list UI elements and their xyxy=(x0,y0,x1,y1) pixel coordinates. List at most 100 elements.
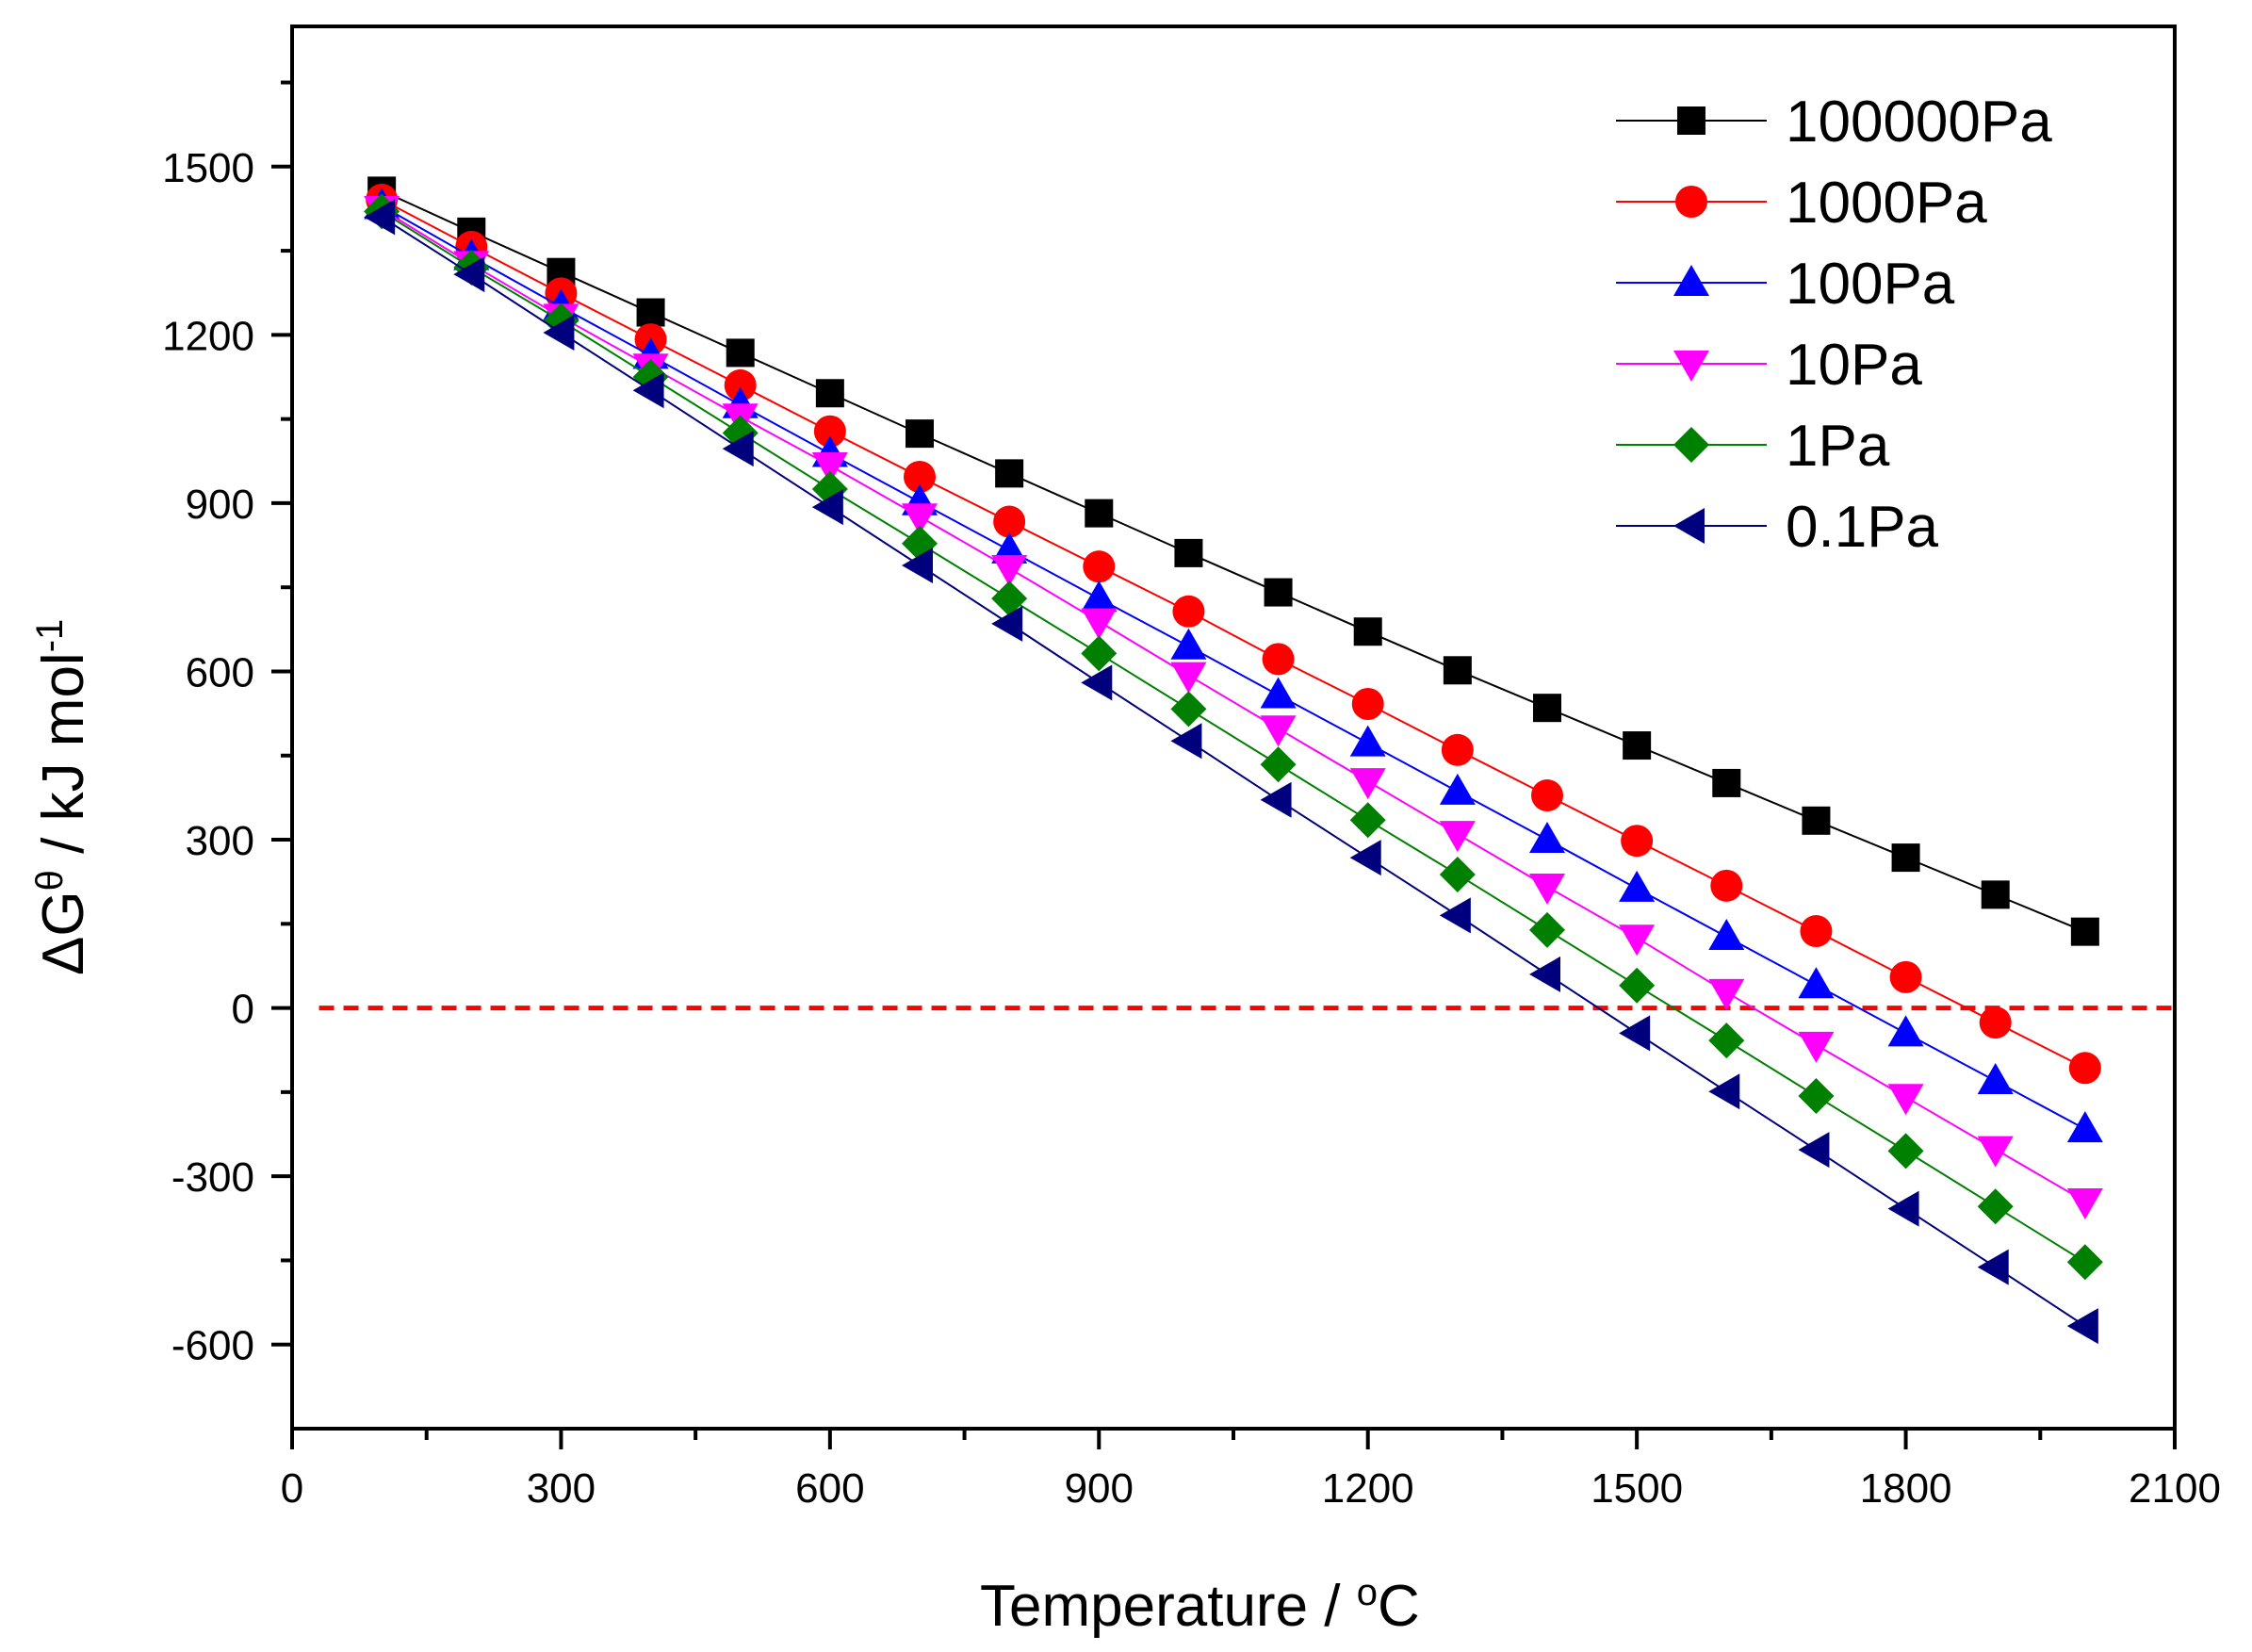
data-point xyxy=(1264,578,1293,607)
data-point xyxy=(1887,1133,1924,1169)
data-point xyxy=(1349,768,1386,800)
data-point xyxy=(1977,1249,2009,1285)
data-point xyxy=(991,581,1028,617)
series-line xyxy=(381,199,2086,1070)
data-point xyxy=(1623,731,1652,761)
data-point xyxy=(811,489,843,526)
data-point xyxy=(724,368,757,401)
data-point xyxy=(1889,960,1922,993)
data-point xyxy=(995,459,1024,488)
data-point xyxy=(1712,768,1741,797)
data-point xyxy=(1081,581,1118,613)
data-point xyxy=(1170,662,1207,694)
data-point xyxy=(1533,694,1561,723)
data-point xyxy=(1977,1188,2014,1225)
data-point xyxy=(993,505,1026,538)
data-point xyxy=(815,379,844,408)
ticks-layer: 0 300 600 900 1200 1500 1800 2100 -600 -300 0 300 60… xyxy=(162,80,2221,1512)
legend-label: 0.1Pa xyxy=(1786,495,1939,560)
data-point xyxy=(811,452,848,484)
data-point xyxy=(1441,733,1474,766)
data-point xyxy=(1081,608,1118,640)
y-tick-label: 300 xyxy=(186,818,254,864)
data-point xyxy=(1174,538,1203,567)
data-point xyxy=(1260,677,1297,709)
series-100000Pa xyxy=(367,176,2099,946)
data-point xyxy=(1529,874,1565,906)
series-line xyxy=(381,216,2086,1327)
legend-label: 100000Pa xyxy=(1786,90,2052,155)
data-point xyxy=(1619,870,1656,902)
data-point xyxy=(1083,550,1116,583)
data-point xyxy=(1802,806,1831,835)
data-point xyxy=(636,298,665,327)
legend: 100000Pa 1000Pa 100Pa 10Pa 1Pa 0.1Pa xyxy=(1616,90,2052,560)
data-point xyxy=(1977,1062,2014,1094)
legend-marker xyxy=(1677,106,1705,135)
x-tick-label: 0 xyxy=(281,1465,303,1512)
data-point xyxy=(1349,802,1386,839)
data-point xyxy=(1887,1015,1924,1047)
data-point xyxy=(1619,967,1656,1004)
data-point xyxy=(364,199,396,236)
data-point xyxy=(1170,628,1207,660)
x-tick-label: 2100 xyxy=(2129,1465,2221,1512)
data-point xyxy=(1439,856,1476,892)
data-point xyxy=(1081,635,1118,672)
y-tick-label: 900 xyxy=(186,482,254,528)
data-point xyxy=(1708,1022,1745,1059)
legend-label: 1Pa xyxy=(1786,414,1890,479)
y-tick-label: -300 xyxy=(171,1154,254,1201)
data-point xyxy=(453,256,485,293)
data-point xyxy=(1260,715,1297,747)
data-point xyxy=(1262,643,1295,676)
series-100Pa xyxy=(364,188,2103,1143)
data-point xyxy=(1085,499,1114,528)
data-point xyxy=(1619,924,1656,957)
legend-label: 1000Pa xyxy=(1786,171,1987,236)
y-tick-label: 600 xyxy=(186,649,254,695)
data-point xyxy=(991,605,1023,642)
data-point xyxy=(1977,1136,2014,1168)
data-point xyxy=(1353,617,1382,646)
data-point xyxy=(1887,1190,1919,1227)
data-point xyxy=(1891,843,1920,873)
data-point xyxy=(904,460,936,493)
data-point xyxy=(1708,919,1745,951)
x-tick-label: 1800 xyxy=(1860,1465,1952,1512)
data-point xyxy=(902,503,938,535)
data-point xyxy=(813,415,846,448)
data-point xyxy=(1349,840,1381,876)
legend-marker xyxy=(1673,427,1709,463)
series-1000Pa xyxy=(366,183,2101,1085)
data-point xyxy=(1798,1132,1830,1169)
data-point xyxy=(906,419,934,449)
data-point xyxy=(726,338,755,368)
legend-marker xyxy=(1675,186,1707,218)
data-point xyxy=(1708,1073,1740,1110)
data-point xyxy=(1260,781,1292,818)
x-tick-label: 900 xyxy=(1065,1465,1134,1512)
data-point xyxy=(1529,911,1565,948)
legend-label: 10Pa xyxy=(1786,333,1922,398)
legend-item: 1Pa xyxy=(1616,414,1890,479)
y-tick-label: 1500 xyxy=(162,145,254,191)
data-point xyxy=(2066,1244,2103,1281)
series-line xyxy=(381,189,2086,933)
y-tick-label: -600 xyxy=(171,1323,254,1369)
data-point xyxy=(2068,1052,2101,1085)
y-tick-label: 0 xyxy=(232,987,254,1033)
data-point xyxy=(1351,688,1384,721)
x-tick-label: 1500 xyxy=(1591,1465,1683,1512)
data-point xyxy=(1260,746,1297,783)
data-point xyxy=(722,431,754,467)
data-point xyxy=(1170,691,1207,728)
series-line xyxy=(381,210,2086,1264)
data-point xyxy=(991,554,1028,586)
data-point xyxy=(1172,595,1205,628)
x-tick-label: 600 xyxy=(795,1465,864,1512)
data-point xyxy=(1621,825,1654,858)
data-point xyxy=(1439,821,1476,853)
legend-label: 100Pa xyxy=(1786,252,1955,317)
data-point xyxy=(1798,1078,1835,1115)
